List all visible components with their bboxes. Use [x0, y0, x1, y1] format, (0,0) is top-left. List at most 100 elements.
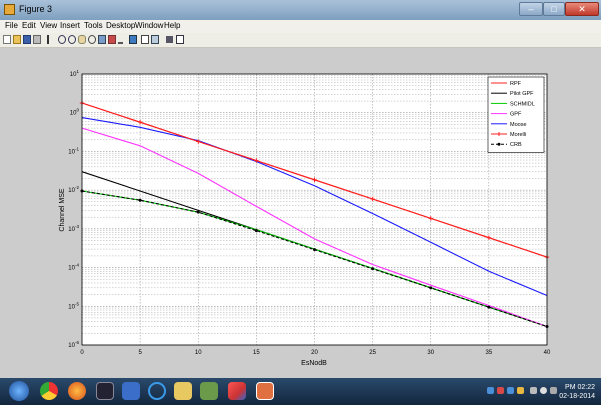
series-marker	[254, 229, 258, 233]
x-tick-label: 35	[486, 350, 493, 356]
ie-icon[interactable]	[148, 382, 166, 400]
y-tick-label: 10-4	[68, 263, 79, 272]
menu-file[interactable]: File	[5, 21, 18, 30]
y-tick-label: 10-2	[68, 185, 79, 194]
zoom-out-icon[interactable]	[68, 35, 76, 44]
series-marker	[429, 286, 433, 290]
chrome-icon[interactable]	[40, 382, 58, 400]
y-tick-exponent: -4	[75, 263, 79, 268]
series-marker	[370, 196, 375, 202]
y-tick-label: 10-6	[68, 340, 79, 349]
legend-label: RPF	[510, 81, 522, 87]
tray-icon-1[interactable]	[487, 387, 494, 394]
app-icon[interactable]	[200, 382, 218, 400]
menu-bar: File Edit View Insert Tools Desktop Wind…	[0, 20, 601, 33]
volume-icon[interactable]	[540, 387, 547, 394]
legend-label: SCHMIDL	[510, 101, 535, 107]
y-tick-label: 10-3	[68, 224, 79, 233]
link-icon[interactable]	[118, 35, 123, 44]
tray-icon-2[interactable]	[497, 387, 504, 394]
data-cursor-icon[interactable]	[98, 35, 106, 44]
menu-window[interactable]: Window	[135, 21, 164, 30]
y-tick-exponent: -1	[75, 146, 79, 151]
hide-plot-tools-icon[interactable]	[151, 35, 159, 44]
y-tick-label: 100	[70, 108, 80, 117]
legend-label: Pilot GPF	[510, 91, 534, 97]
menu-view[interactable]: View	[40, 21, 58, 30]
clock-date: 02-18-2014	[559, 393, 595, 400]
series-line	[81, 127, 548, 328]
colorbar-icon[interactable]	[129, 35, 137, 44]
legend-label: CRB	[510, 142, 522, 148]
taskbar: PM 02:22 02-18-2014	[0, 378, 601, 405]
menu-insert[interactable]: Insert	[60, 21, 81, 30]
x-tick-label: 15	[253, 350, 260, 356]
menu-desktop[interactable]: Desktop	[106, 21, 136, 30]
y-tick-exponent: 0	[76, 108, 79, 113]
signal-icon[interactable]	[530, 387, 537, 394]
matlab-icon[interactable]	[228, 382, 246, 400]
tray-icon-3[interactable]	[507, 387, 514, 394]
y-tick-exponent: -2	[75, 185, 79, 190]
series-layer	[79, 100, 550, 329]
system-clock[interactable]: PM 02:22 02-18-2014	[559, 383, 595, 401]
matlab-figure-icon	[4, 4, 15, 15]
maximize-button[interactable]: □	[543, 2, 565, 16]
legend-label: Morelli	[510, 132, 526, 138]
series-line	[81, 117, 548, 297]
brush-icon[interactable]	[108, 35, 116, 44]
flag-icon[interactable]	[550, 387, 557, 394]
x-tick-label: 30	[427, 350, 434, 356]
dock-figure-icon[interactable]	[176, 35, 184, 44]
x-tick-labels: 0 5 10 15 20 25 30 35 40	[80, 350, 551, 356]
series-marker	[312, 177, 317, 182]
x-tick-label: 25	[369, 350, 376, 356]
start-orb-icon[interactable]	[9, 381, 29, 401]
menu-help[interactable]: Help	[164, 21, 181, 30]
menu-edit[interactable]: Edit	[22, 21, 36, 30]
explorer-icon[interactable]	[174, 382, 192, 400]
x-tick-label: 20	[311, 350, 318, 356]
legend-icon[interactable]	[141, 35, 149, 44]
new-figure-icon[interactable]	[3, 35, 11, 44]
figure-icon[interactable]	[256, 382, 274, 400]
rotate-icon[interactable]	[88, 35, 96, 44]
series-marker	[254, 158, 259, 163]
y-tick-label: 10-5	[68, 301, 79, 310]
series-marker	[196, 210, 200, 214]
series-marker	[313, 248, 316, 252]
clock-time: PM 02:22	[565, 384, 595, 391]
y-tick-labels: 101 100 1 0 -1 10-2 10-3 10-4 10-5 10-6	[68, 69, 79, 349]
window-title-bar[interactable]: Figure 3 – □ ✕	[0, 0, 601, 20]
legend[interactable]: RPF Pilot GPF SCHMIDL GPF Moose Morelli CRB	[487, 76, 545, 153]
open-file-icon[interactable]	[13, 35, 21, 44]
window-title: Figure 3	[19, 4, 53, 14]
y-tick-exponent: -3	[75, 224, 79, 229]
y-tick-label: 101	[70, 69, 80, 78]
edit-plot-icon[interactable]	[47, 35, 53, 44]
series-marker	[138, 198, 142, 202]
legend-box	[487, 76, 545, 153]
figure-canvas: 0 5 10 15 20 25 30 35 40 101 100 10-1 10-2 10-3 10-4 1…	[0, 48, 601, 378]
legend-marker	[497, 132, 501, 136]
series-marker	[486, 235, 492, 240]
y-tick-exponent: -6	[75, 340, 79, 345]
series-marker	[196, 139, 201, 144]
mse-chart[interactable]: 0 5 10 15 20 25 30 35 40 10110010-110-210-310-41…	[0, 48, 601, 378]
tray-icon-4[interactable]	[517, 387, 524, 394]
zoom-in-icon[interactable]	[58, 35, 66, 44]
print-icon[interactable]	[33, 35, 41, 44]
menu-tools[interactable]: Tools	[84, 21, 103, 30]
series-marker	[428, 216, 433, 221]
calendar-icon[interactable]	[96, 382, 114, 400]
save-icon[interactable]	[23, 35, 31, 44]
x-tick-label: 5	[138, 350, 142, 356]
close-button[interactable]: ✕	[565, 2, 599, 16]
show-plot-tools-icon[interactable]	[166, 36, 173, 43]
firefox-icon[interactable]	[68, 382, 86, 400]
minimize-button[interactable]: –	[519, 2, 543, 16]
series-marker	[487, 305, 491, 309]
pan-icon[interactable]	[78, 35, 86, 44]
y-tick-exponent: 1	[76, 69, 79, 74]
media-icon[interactable]	[122, 382, 140, 400]
